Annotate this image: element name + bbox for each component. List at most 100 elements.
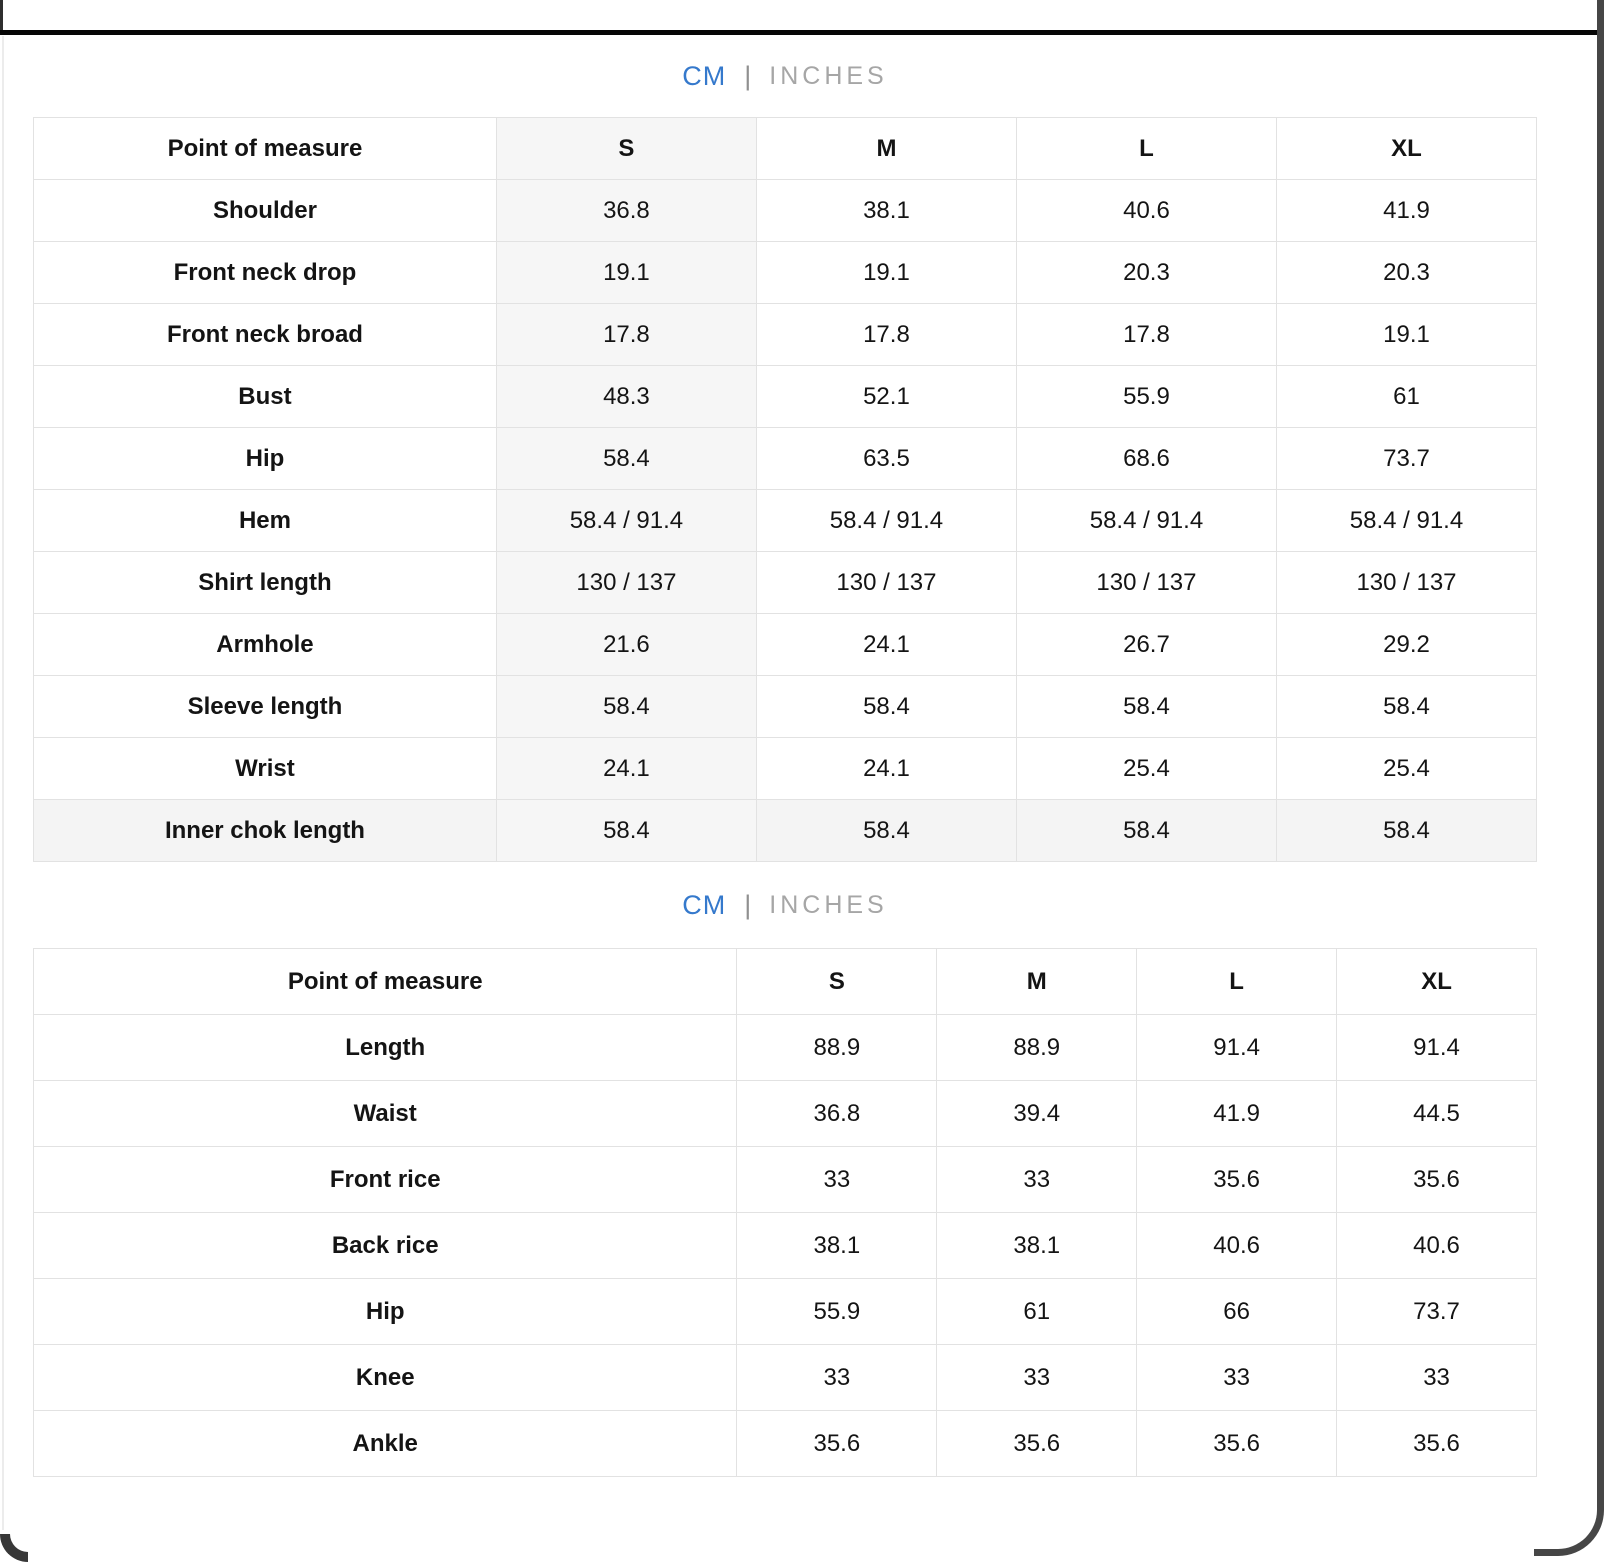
- row-label: Armhole: [33, 613, 497, 676]
- measurement-value: 73.7: [1275, 427, 1538, 490]
- unit-inches-button[interactable]: INCHES: [769, 890, 888, 919]
- unit-toggle-bottom: CM | INCHES: [33, 862, 1537, 948]
- size-table-top: Point of measure S M L XL Shoulder 36.8 38.1 40.…: [33, 117, 1538, 862]
- row-label: Shirt length: [33, 551, 497, 614]
- table-row: Front rice 33 33 35.6 35.6: [32, 1146, 1537, 1213]
- table-row: Hip 55.9 61 66 73.7: [32, 1278, 1537, 1345]
- table-row: Sleeve length 58.4 58.4 58.4 58.4: [33, 675, 1538, 738]
- measurement-value: 88.9: [736, 1014, 938, 1081]
- table-row: Bust 48.3 52.1 55.9 61: [33, 365, 1538, 428]
- measurement-value: 36.8: [495, 179, 757, 242]
- unit-cm-button[interactable]: CM: [682, 889, 727, 920]
- measurement-value: 58.4: [1015, 799, 1277, 862]
- row-label: Hip: [32, 1278, 738, 1345]
- measurement-value: 19.1: [495, 241, 757, 304]
- table-row: Front neck broad 17.8 17.8 17.8 19.1: [33, 303, 1538, 366]
- row-label: Sleeve length: [33, 675, 497, 738]
- row-label: Waist: [32, 1080, 738, 1147]
- row-label: Length: [32, 1014, 738, 1081]
- measurement-value: 73.7: [1336, 1278, 1537, 1345]
- measurement-value: 35.6: [736, 1410, 938, 1477]
- unit-inches-button[interactable]: INCHES: [769, 61, 888, 90]
- measurement-value: 130 / 137: [495, 551, 757, 614]
- measurement-value: 25.4: [1275, 737, 1538, 800]
- measurement-value: 58.4: [1275, 799, 1538, 862]
- size-column-header: L: [1015, 117, 1277, 180]
- row-label: Front neck broad: [33, 303, 497, 366]
- measurement-value: 24.1: [755, 737, 1017, 800]
- measurement-value: 19.1: [1275, 303, 1538, 366]
- measurement-value: 17.8: [755, 303, 1017, 366]
- row-label: Bust: [33, 365, 497, 428]
- row-label: Hem: [33, 489, 497, 552]
- window-left-edge: [2, 36, 4, 1530]
- table-row: Back rice 38.1 38.1 40.6 40.6: [32, 1212, 1537, 1279]
- size-column-header: L: [1136, 948, 1338, 1015]
- measurement-value: 52.1: [755, 365, 1017, 428]
- measurement-value: 33: [936, 1146, 1138, 1213]
- measurement-value: 33: [1136, 1344, 1338, 1411]
- measurement-value: 44.5: [1336, 1080, 1537, 1147]
- measurement-value: 58.4 / 91.4: [495, 489, 757, 552]
- window-bottom-left-corner: [0, 1534, 28, 1562]
- size-table-bottom: Point of measure S M L XL Length 88.9 88.9 91.4 9…: [32, 948, 1537, 1477]
- measurement-value: 58.4 / 91.4: [1275, 489, 1538, 552]
- measurement-value: 88.9: [936, 1014, 1138, 1081]
- table-row: Shoulder 36.8 38.1 40.6 41.9: [33, 179, 1538, 242]
- measurement-value: 29.2: [1275, 613, 1538, 676]
- measurement-value: 21.6: [495, 613, 757, 676]
- size-column-header: S: [495, 117, 757, 180]
- unit-toggle-divider: |: [744, 60, 752, 91]
- measurement-value: 61: [936, 1278, 1138, 1345]
- measurement-value: 41.9: [1275, 179, 1538, 242]
- measurement-value: 35.6: [1136, 1146, 1338, 1213]
- table-row: Wrist 24.1 24.1 25.4 25.4: [33, 737, 1538, 800]
- measurement-value: 24.1: [755, 613, 1017, 676]
- measurement-value: 24.1: [495, 737, 757, 800]
- measurement-value: 91.4: [1136, 1014, 1338, 1081]
- table-row: Front neck drop 19.1 19.1 20.3 20.3: [33, 241, 1538, 304]
- table-row: Length 88.9 88.9 91.4 91.4: [32, 1014, 1537, 1081]
- measurement-value: 40.6: [1136, 1212, 1338, 1279]
- measurement-value: 36.8: [736, 1080, 938, 1147]
- table-row: Waist 36.8 39.4 41.9 44.5: [32, 1080, 1537, 1147]
- measurement-value: 33: [736, 1146, 938, 1213]
- row-label: Hip: [33, 427, 497, 490]
- measurement-value: 33: [1336, 1344, 1537, 1411]
- measurement-value: 48.3: [495, 365, 757, 428]
- size-column-header: M: [936, 948, 1138, 1015]
- size-column-header: S: [736, 948, 938, 1015]
- measurement-value: 130 / 137: [1015, 551, 1277, 614]
- measurement-value: 38.1: [936, 1212, 1138, 1279]
- measurement-value: 55.9: [1015, 365, 1277, 428]
- size-chart-section: CM | INCHES Point of measure S M L XL Shoulde…: [32, 35, 1538, 1477]
- row-label: Wrist: [33, 737, 497, 800]
- measurement-value: 20.3: [1275, 241, 1538, 304]
- measurement-value: 68.6: [1015, 427, 1277, 490]
- row-label: Front rice: [32, 1146, 738, 1213]
- row-label: Shoulder: [33, 179, 497, 242]
- row-label: Front neck drop: [33, 241, 497, 304]
- measurement-value: 20.3: [1015, 241, 1277, 304]
- measurement-value: 58.4: [495, 675, 757, 738]
- measurement-value: 66: [1136, 1278, 1338, 1345]
- measurement-value: 38.1: [736, 1212, 938, 1279]
- measurement-value: 130 / 137: [755, 551, 1017, 614]
- measurement-value: 61: [1275, 365, 1538, 428]
- measurement-value: 58.4: [495, 799, 757, 862]
- measurement-value: 26.7: [1015, 613, 1277, 676]
- row-label: Ankle: [32, 1410, 738, 1477]
- table-row: Hip 58.4 63.5 68.6 73.7: [33, 427, 1538, 490]
- point-of-measure-header: Point of measure: [33, 117, 497, 180]
- measurement-value: 58.4: [495, 427, 757, 490]
- measurement-value: 58.4 / 91.4: [755, 489, 1017, 552]
- measurement-value: 33: [736, 1344, 938, 1411]
- measurement-value: 40.6: [1336, 1212, 1537, 1279]
- measurement-value: 130 / 137: [1275, 551, 1538, 614]
- table-row: Ankle 35.6 35.6 35.6 35.6: [32, 1410, 1537, 1477]
- row-label: Knee: [32, 1344, 738, 1411]
- measurement-value: 39.4: [936, 1080, 1138, 1147]
- measurement-value: 17.8: [1015, 303, 1277, 366]
- measurement-value: 91.4: [1336, 1014, 1537, 1081]
- unit-cm-button[interactable]: CM: [682, 60, 727, 91]
